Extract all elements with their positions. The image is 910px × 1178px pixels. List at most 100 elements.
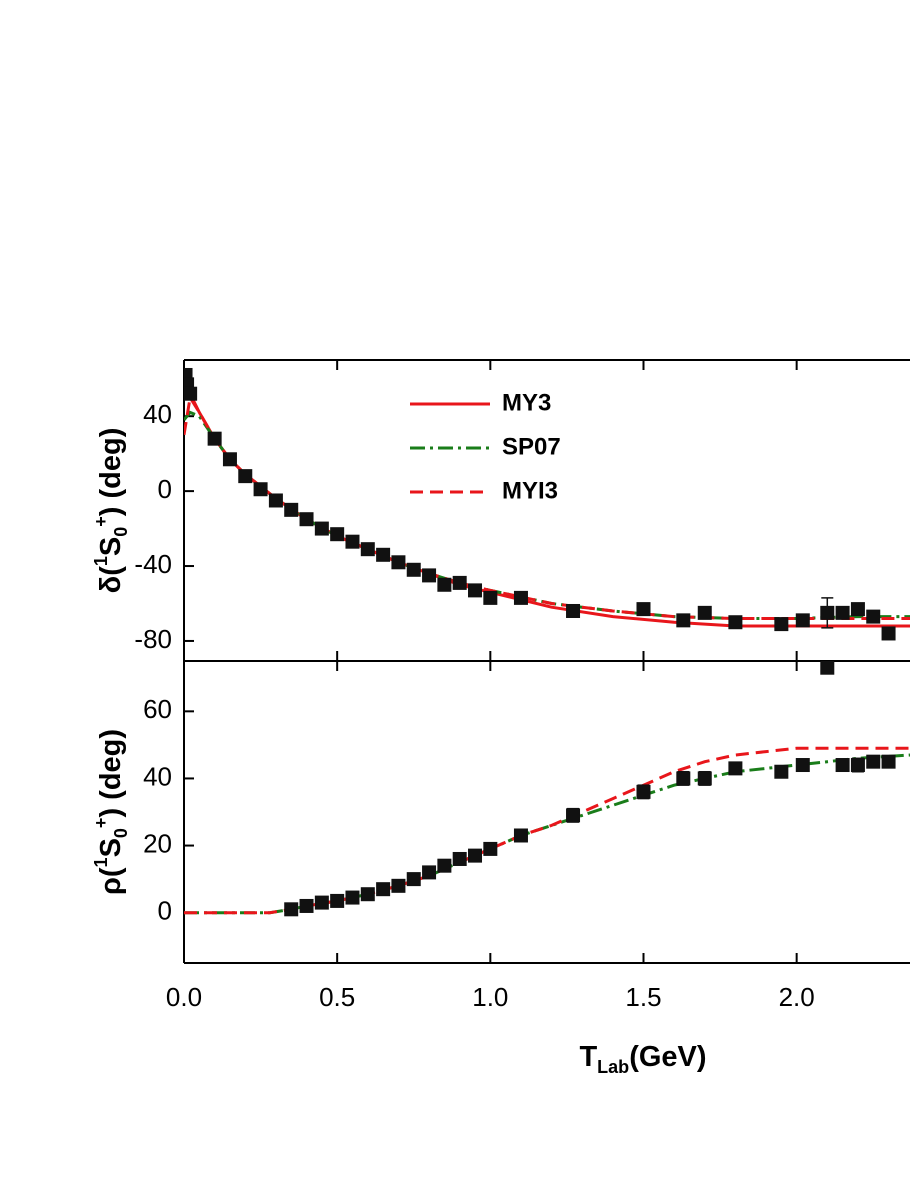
y-axis-label-part: ) (deg) xyxy=(95,729,127,818)
data-point xyxy=(437,858,452,873)
data-point xyxy=(850,758,865,773)
data-point xyxy=(728,615,743,630)
data-point xyxy=(184,377,195,392)
data-point xyxy=(360,887,375,902)
data-point xyxy=(184,367,193,382)
y-tick-label: 20 xyxy=(143,828,172,858)
data-point xyxy=(222,452,237,467)
legend-label: SP07 xyxy=(502,433,561,460)
y-tick-label: 0 xyxy=(158,474,172,504)
data-point xyxy=(881,754,896,769)
data-point xyxy=(676,771,691,786)
data-point xyxy=(345,534,360,549)
data-point xyxy=(774,764,789,779)
data-point xyxy=(391,878,406,893)
y-axis-label-part: 1 xyxy=(91,556,111,566)
data-point xyxy=(820,661,835,675)
y-tick-label: -80 xyxy=(134,624,172,654)
data-point xyxy=(513,590,528,605)
data-point xyxy=(284,902,299,917)
data-point xyxy=(268,493,283,508)
data-point xyxy=(422,568,437,583)
x-tick-label: 2.0 xyxy=(779,982,815,1012)
y-axis-label-part: 0 xyxy=(111,527,131,537)
curve xyxy=(184,746,910,915)
data-point xyxy=(483,590,498,605)
curve xyxy=(184,410,910,620)
y-tick-label: 40 xyxy=(143,399,172,429)
y-axis-label: δ(1S0+) (deg) xyxy=(91,428,131,594)
data-point xyxy=(483,841,498,856)
y-axis-label-part: S xyxy=(95,838,127,857)
data-point xyxy=(207,431,222,446)
data-point xyxy=(284,502,299,517)
data-point xyxy=(330,527,345,542)
legend-label: MYI3 xyxy=(502,477,558,504)
data-point xyxy=(728,761,743,776)
y-tick-label: 0 xyxy=(158,896,172,926)
x-axis-label-part: (GeV) xyxy=(629,1041,706,1073)
legend-label: MY3 xyxy=(502,389,551,416)
data-point xyxy=(566,808,581,823)
data-point xyxy=(360,542,375,557)
data-point xyxy=(820,605,835,620)
data-point xyxy=(795,613,810,628)
x-axis-label: TLab(GeV) xyxy=(579,1041,706,1077)
x-axis-label-part: T xyxy=(579,1041,597,1073)
data-point xyxy=(850,602,865,617)
data-point xyxy=(835,605,850,620)
x-tick-label: 0.0 xyxy=(166,982,202,1012)
data-point xyxy=(866,754,881,769)
y-axis-label-part: 1 xyxy=(91,857,111,867)
data-point xyxy=(299,512,314,527)
data-point xyxy=(184,386,198,401)
data-point xyxy=(835,758,850,773)
data-point xyxy=(406,562,421,577)
y-tick-label: 40 xyxy=(143,761,172,791)
y-tick-label: 60 xyxy=(143,694,172,724)
y-axis-label-part: ) (deg) xyxy=(95,428,127,517)
data-point xyxy=(422,865,437,880)
data-point xyxy=(299,898,314,913)
data-point xyxy=(345,890,360,905)
data-point xyxy=(406,872,421,887)
plot-area xyxy=(184,661,910,917)
data-point xyxy=(376,547,391,562)
data-point xyxy=(795,758,810,773)
y-axis-label-part: δ( xyxy=(95,566,127,594)
y-axis-label-part: S xyxy=(95,537,127,556)
x-tick-label: 0.5 xyxy=(319,982,355,1012)
x-tick-label: 1.5 xyxy=(625,982,661,1012)
data-point xyxy=(452,575,467,590)
data-point xyxy=(697,771,712,786)
data-point xyxy=(314,521,329,536)
data-point xyxy=(774,617,789,632)
plot-area xyxy=(184,367,910,641)
y-axis-label-part: + xyxy=(91,818,111,829)
x-tick-label: 1.0 xyxy=(472,982,508,1012)
y-axis-label-part: ρ( xyxy=(95,867,127,895)
data-point xyxy=(636,784,651,799)
data-point xyxy=(468,583,483,598)
data-point xyxy=(866,609,881,624)
y-axis-label-part: + xyxy=(91,516,111,527)
y-axis-label-part: 0 xyxy=(111,828,131,838)
data-point xyxy=(452,851,467,866)
data-point xyxy=(391,555,406,570)
data-point xyxy=(468,848,483,863)
data-point xyxy=(376,882,391,897)
data-point xyxy=(437,577,452,592)
data-point xyxy=(330,893,345,908)
data-point xyxy=(238,469,253,484)
data-point xyxy=(513,828,528,843)
data-point xyxy=(636,602,651,617)
data-point xyxy=(697,605,712,620)
data-point xyxy=(314,895,329,910)
y-tick-label: -40 xyxy=(134,549,172,579)
data-point xyxy=(881,626,896,641)
data-point xyxy=(566,603,581,618)
curve xyxy=(184,753,910,915)
data-point xyxy=(676,613,691,628)
y-axis-label: ρ(1S0+) (deg) xyxy=(91,729,131,895)
